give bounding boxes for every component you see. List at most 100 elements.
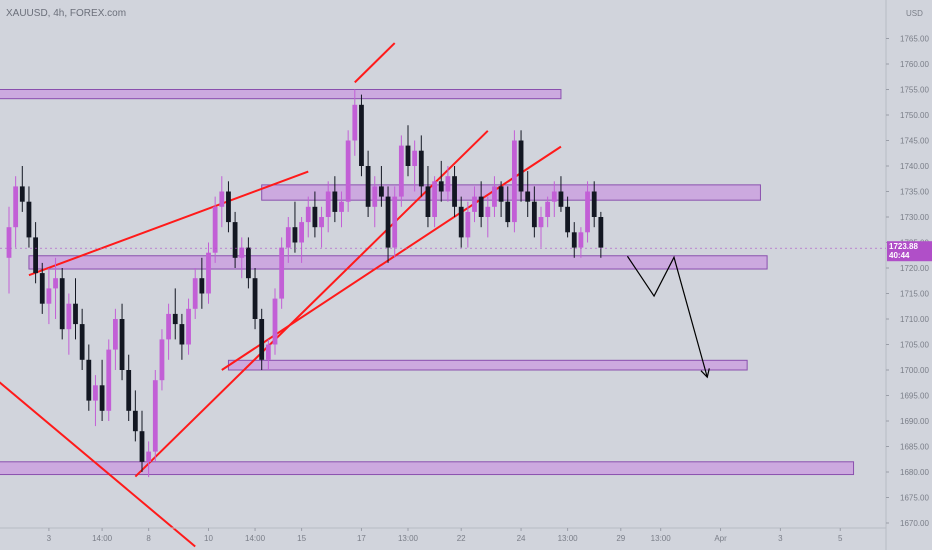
y-tick-label: 1675.00 bbox=[900, 494, 929, 503]
candle-body bbox=[106, 349, 112, 411]
candle bbox=[239, 237, 245, 279]
sr-zone-3[interactable] bbox=[28, 255, 768, 270]
candle bbox=[126, 354, 132, 421]
candle bbox=[425, 166, 431, 228]
y-tick-label: 1745.00 bbox=[900, 137, 929, 146]
candle-body bbox=[525, 191, 531, 202]
candle bbox=[113, 308, 118, 370]
projection-path[interactable] bbox=[626, 255, 708, 378]
last-price-box bbox=[887, 241, 932, 262]
candle bbox=[432, 176, 437, 228]
candle bbox=[505, 186, 511, 228]
candle bbox=[525, 171, 531, 217]
candle bbox=[438, 160, 444, 202]
candle bbox=[585, 181, 590, 243]
candle bbox=[285, 217, 291, 263]
candle bbox=[172, 288, 178, 340]
candle bbox=[46, 268, 52, 325]
candle-body bbox=[206, 252, 211, 294]
x-tick-label: 5 bbox=[838, 534, 843, 543]
y-tick-label: 1765.00 bbox=[900, 35, 929, 44]
x-tick-label: 10 bbox=[204, 534, 213, 543]
candle bbox=[226, 181, 231, 233]
candle-body bbox=[6, 227, 12, 258]
zones-layer bbox=[0, 89, 855, 476]
candle bbox=[531, 186, 537, 238]
candle-body bbox=[545, 201, 551, 217]
trendline-5[interactable] bbox=[354, 42, 396, 84]
y-tick-label: 1670.00 bbox=[900, 519, 929, 528]
candle bbox=[325, 181, 331, 233]
candle bbox=[398, 135, 404, 207]
candle-body bbox=[99, 385, 105, 411]
candle-body bbox=[13, 186, 19, 228]
candle bbox=[571, 222, 577, 258]
y-tick-label: 1700.00 bbox=[900, 366, 929, 375]
candle bbox=[359, 94, 364, 177]
candle-body bbox=[412, 150, 418, 166]
y-tick-label: 1710.00 bbox=[900, 315, 929, 324]
candle bbox=[26, 186, 32, 248]
candle-body bbox=[126, 370, 132, 411]
sr-zone-1[interactable] bbox=[0, 89, 562, 100]
candle-body bbox=[232, 222, 238, 258]
trendline-2[interactable] bbox=[28, 170, 309, 277]
x-tick-label: 3 bbox=[47, 534, 52, 543]
candle-body bbox=[452, 176, 457, 207]
candle-body bbox=[385, 196, 391, 248]
candle bbox=[339, 191, 344, 228]
candle-body bbox=[226, 191, 231, 223]
sr-zone-5[interactable] bbox=[0, 461, 855, 476]
candle-body bbox=[53, 278, 58, 289]
candle-body bbox=[498, 186, 504, 202]
trendline-1[interactable] bbox=[0, 368, 196, 548]
candle-body bbox=[279, 247, 285, 299]
candle-body bbox=[425, 186, 431, 217]
candle bbox=[13, 176, 19, 248]
y-tick-label: 1740.00 bbox=[900, 162, 929, 171]
candle-body bbox=[305, 206, 311, 223]
candle-body bbox=[46, 288, 52, 304]
candle-body bbox=[405, 145, 411, 166]
candle bbox=[106, 339, 112, 421]
candle bbox=[472, 186, 477, 223]
candle bbox=[405, 125, 411, 177]
candle-body bbox=[73, 303, 78, 325]
x-tick-label: 13:00 bbox=[558, 534, 579, 543]
candle-body bbox=[246, 247, 251, 279]
candle bbox=[206, 242, 211, 304]
candle-body bbox=[445, 176, 451, 192]
candle-body bbox=[292, 227, 298, 243]
candle-body bbox=[558, 191, 564, 207]
time-axis[interactable]: 3 14:00 8 10 14:00 15 17 13:00 22 24 13:00 29 13:00 A… bbox=[47, 528, 843, 543]
candle-body bbox=[239, 247, 245, 258]
trendline-4[interactable] bbox=[221, 145, 562, 371]
price-axis[interactable]: 1670.00 1675.00 1680.00 1685.00 1690.00 1695.… bbox=[886, 35, 929, 529]
candle bbox=[392, 186, 398, 258]
candle bbox=[139, 410, 145, 472]
candle-body bbox=[265, 344, 271, 360]
candle-body bbox=[551, 191, 557, 202]
candle bbox=[179, 313, 185, 360]
candle bbox=[478, 181, 484, 228]
candles-layer bbox=[6, 89, 604, 478]
candle-body bbox=[113, 319, 118, 350]
candle-body bbox=[352, 104, 358, 141]
candle-body bbox=[59, 278, 65, 330]
candle-body bbox=[212, 206, 218, 253]
y-tick-label: 1680.00 bbox=[900, 468, 929, 477]
sr-zone-2[interactable] bbox=[261, 184, 761, 201]
candle bbox=[186, 298, 191, 355]
candle-body bbox=[272, 298, 278, 345]
x-tick-label: 17 bbox=[357, 534, 366, 543]
candle-body bbox=[312, 206, 318, 228]
candle-body bbox=[159, 339, 165, 381]
sr-zone-4[interactable] bbox=[227, 359, 748, 371]
candle bbox=[79, 308, 85, 370]
candle-body bbox=[598, 217, 604, 248]
x-tick-label: 3 bbox=[778, 534, 783, 543]
candle-body bbox=[19, 186, 25, 202]
candle bbox=[379, 166, 384, 207]
candle bbox=[86, 344, 92, 411]
